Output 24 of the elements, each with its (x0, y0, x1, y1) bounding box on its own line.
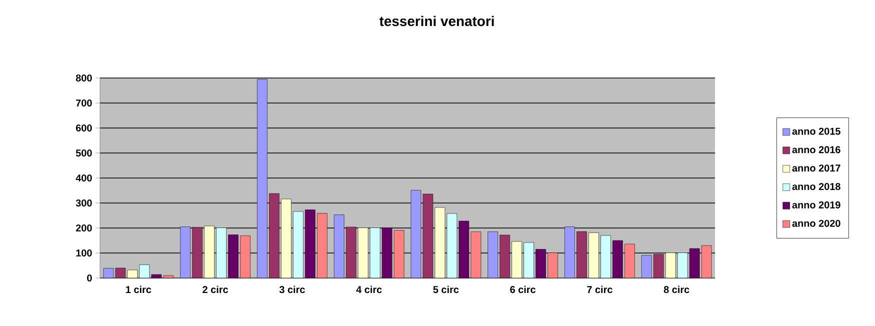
x-tick-label: 1 circ (126, 286, 152, 294)
x-tick-label: 3 circ (279, 286, 305, 294)
x-tick-label: 8 circ (664, 286, 690, 294)
x-tick-label: 4 circ (356, 286, 382, 294)
x-tick-label: 6 circ (510, 286, 536, 294)
y-tick-label: 800 (76, 74, 92, 82)
y-tick-label: 200 (76, 224, 92, 232)
y-tick-label: 700 (76, 99, 92, 107)
y-tick-label: 300 (76, 199, 92, 207)
legend-label: anno 2018 (792, 182, 840, 190)
x-tick-label: 2 circ (202, 286, 228, 294)
legend-label: anno 2020 (792, 220, 840, 227)
y-tick-label: 600 (76, 124, 92, 132)
y-tick-label: 0 (87, 274, 92, 282)
legend-label: anno 2016 (792, 146, 840, 154)
x-tick-label: 7 circ (587, 286, 612, 294)
x-tick-label: 5 circ (433, 286, 459, 294)
legend-label: anno 2015 (792, 128, 840, 135)
y-tick-label: 500 (76, 149, 92, 157)
y-tick-label: 100 (76, 249, 92, 257)
legend-label: anno 2019 (792, 201, 840, 208)
legend-label: anno 2017 (792, 164, 840, 172)
y-tick-label: 400 (76, 174, 92, 182)
chart-title: tesserini venatori (379, 16, 494, 26)
